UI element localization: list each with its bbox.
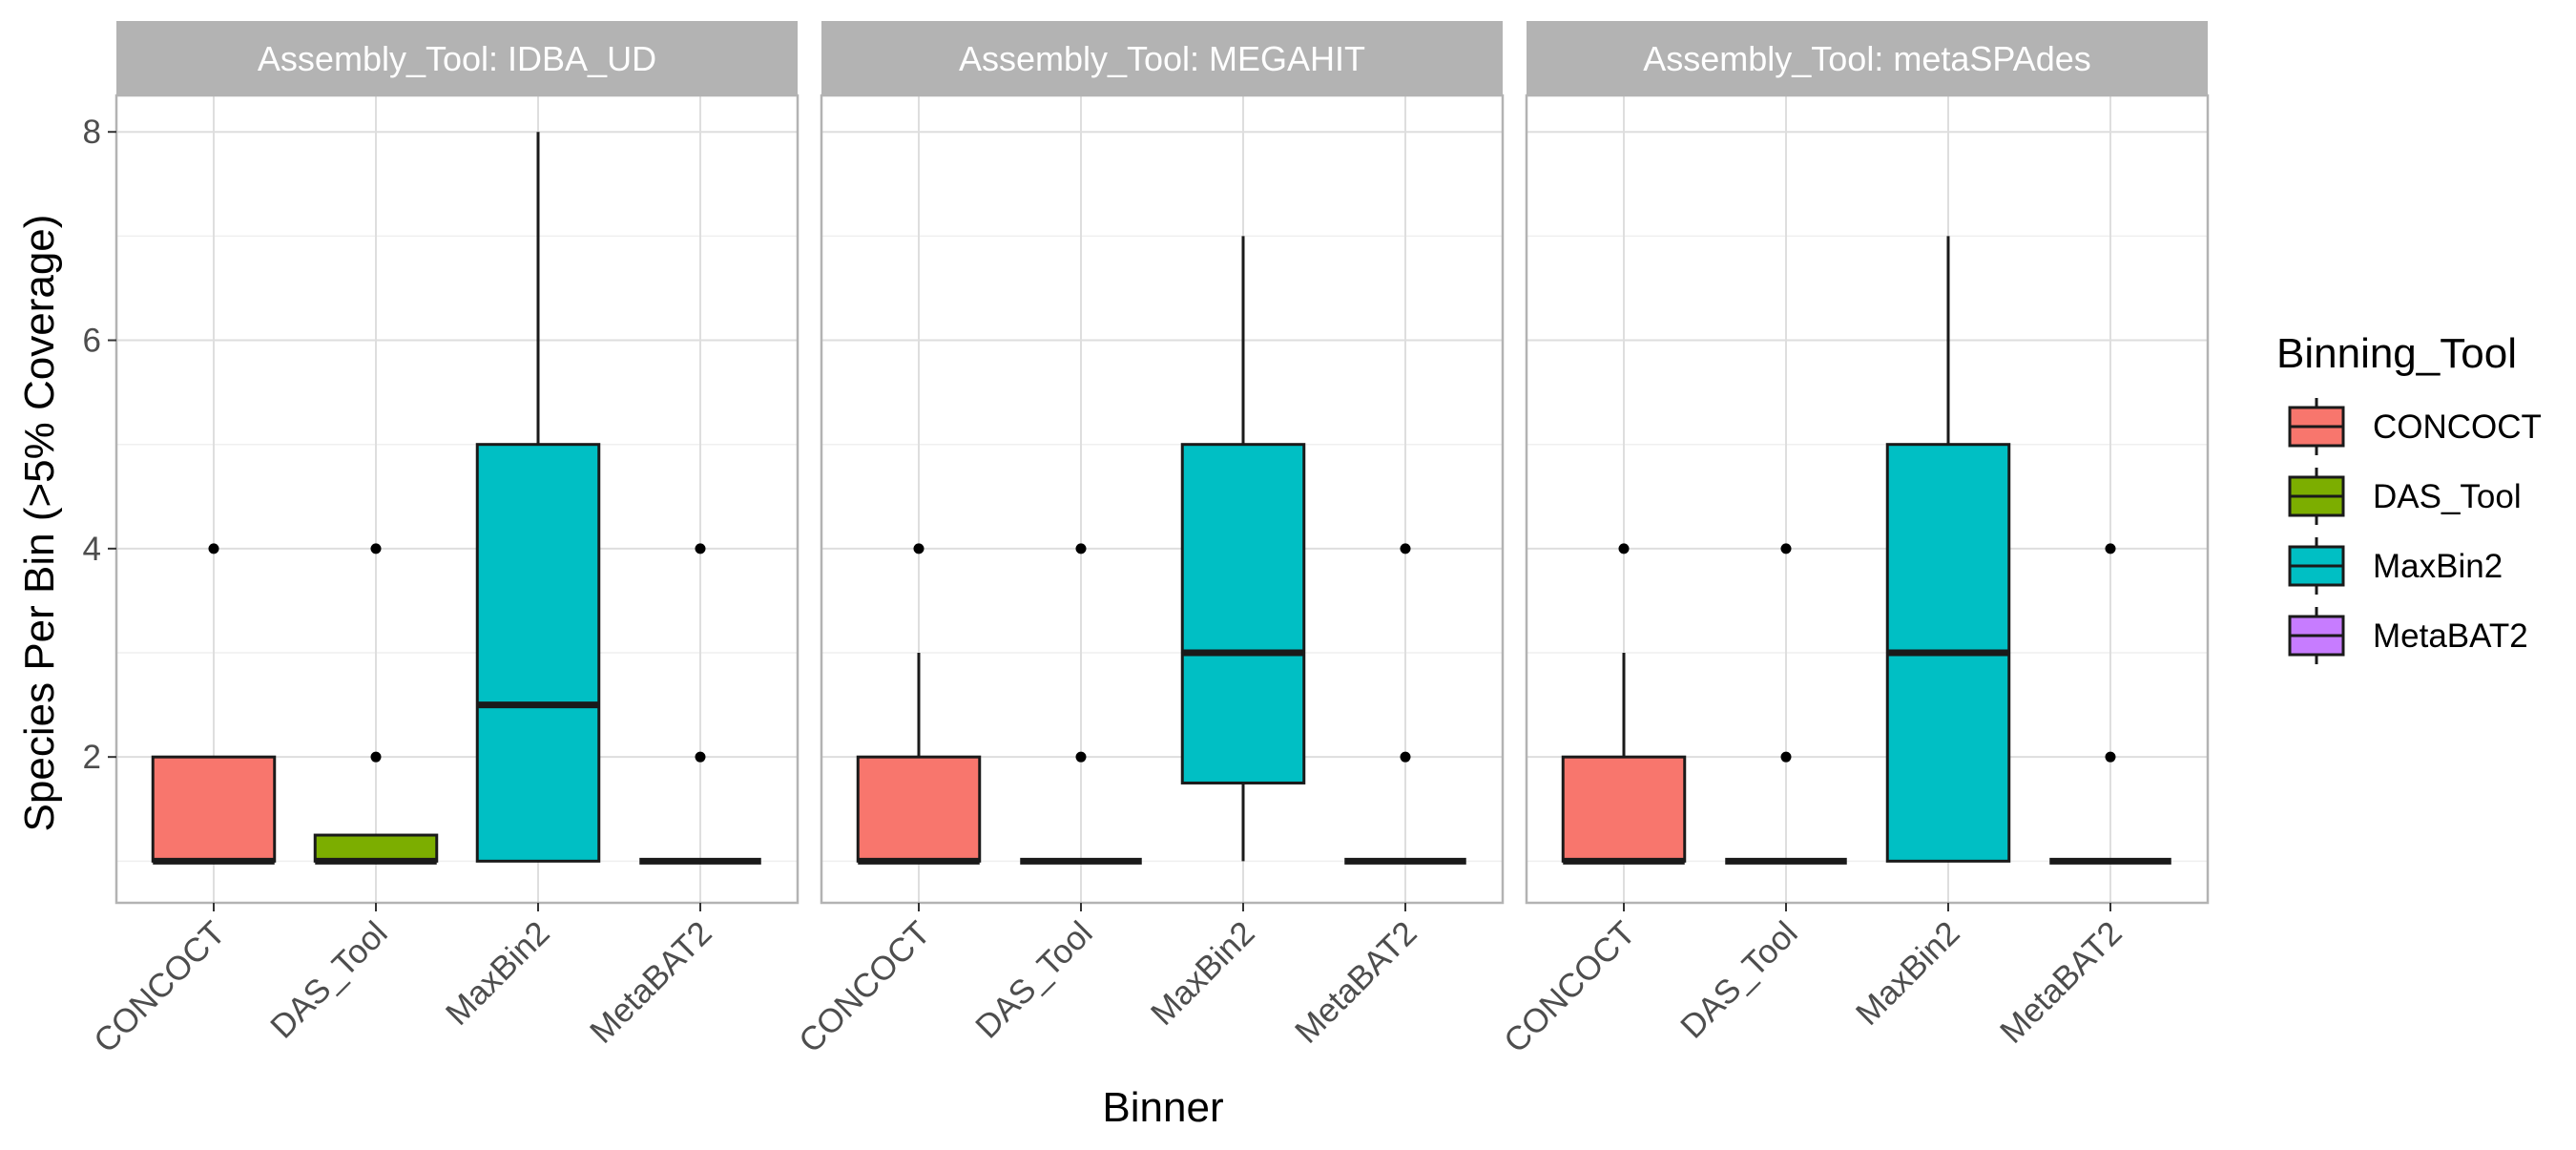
facet-strip-label: Assembly_Tool: metaSPAdes: [1643, 39, 2091, 78]
legend: Binning_Tool CONCOCT DAS_Tool MaxBin2 MetaB…: [2276, 330, 2542, 664]
facet-strip: [1527, 21, 2208, 95]
outlier-point: [1400, 751, 1411, 763]
legend-label: MaxBin2: [2373, 548, 2503, 585]
box-body: [151, 755, 277, 863]
panel-border: [1525, 94, 2210, 905]
legend-item-das_tool: DAS_Tool: [2288, 468, 2522, 525]
outlier-point: [695, 543, 706, 554]
box-metabat2: [1344, 543, 1466, 865]
y-tick-label: 8: [83, 114, 101, 151]
outlier-point: [370, 751, 382, 763]
panel-border: [114, 94, 800, 905]
outlier-point: [695, 751, 706, 763]
box-concoct: [151, 543, 277, 865]
box-body: [475, 443, 601, 863]
facet-strip-label: Assembly_Tool: IDBA_UD: [258, 39, 656, 78]
outlier-point: [1400, 543, 1411, 554]
outlier-point: [1075, 543, 1087, 554]
box-maxbin2: [475, 132, 601, 863]
facet-strip: [821, 21, 1503, 95]
legend-item-concoct: CONCOCT: [2288, 398, 2542, 455]
x-axis-title: Binner: [1102, 1084, 1223, 1131]
y-tick-label: 2: [83, 739, 101, 776]
box-maxbin2: [1885, 236, 2011, 863]
panel-border: [820, 94, 1505, 905]
box-concoct: [1561, 543, 1687, 865]
facet-strip-label: Assembly_Tool: MEGAHIT: [959, 39, 1365, 78]
outlier-point: [2105, 751, 2116, 763]
box-concoct: [856, 543, 982, 865]
legend-label: CONCOCT: [2373, 408, 2542, 446]
legend-item-metabat2: MetaBAT2: [2288, 607, 2528, 664]
outlier-point: [1780, 543, 1792, 554]
outlier-point: [208, 543, 219, 554]
outlier-point: [913, 543, 924, 554]
box-metabat2: [2049, 543, 2171, 865]
box-metabat2: [639, 543, 761, 865]
legend-label: DAS_Tool: [2373, 478, 2522, 515]
legend-title: Binning_Tool: [2276, 330, 2517, 377]
legend-label: MetaBAT2: [2373, 617, 2528, 655]
outlier-point: [1618, 543, 1630, 554]
outlier-point: [1075, 751, 1087, 763]
y-axis-title: Species Per Bin (>5% Coverage): [16, 215, 63, 832]
y-tick-label: 6: [83, 323, 101, 360]
box-maxbin2: [1180, 236, 1306, 862]
y-tick-label: 4: [83, 531, 101, 568]
facet-strip: [116, 21, 798, 95]
box-body: [1180, 443, 1306, 784]
box-body: [1561, 755, 1687, 863]
box-das_tool: [313, 543, 439, 865]
box-body: [313, 833, 439, 863]
outlier-point: [370, 543, 382, 554]
box-body: [856, 755, 982, 863]
legend-item-maxbin2: MaxBin2: [2288, 537, 2503, 595]
outlier-point: [2105, 543, 2116, 554]
outlier-point: [1780, 751, 1792, 763]
box-das_tool: [1020, 543, 1142, 865]
box-das_tool: [1725, 543, 1847, 865]
